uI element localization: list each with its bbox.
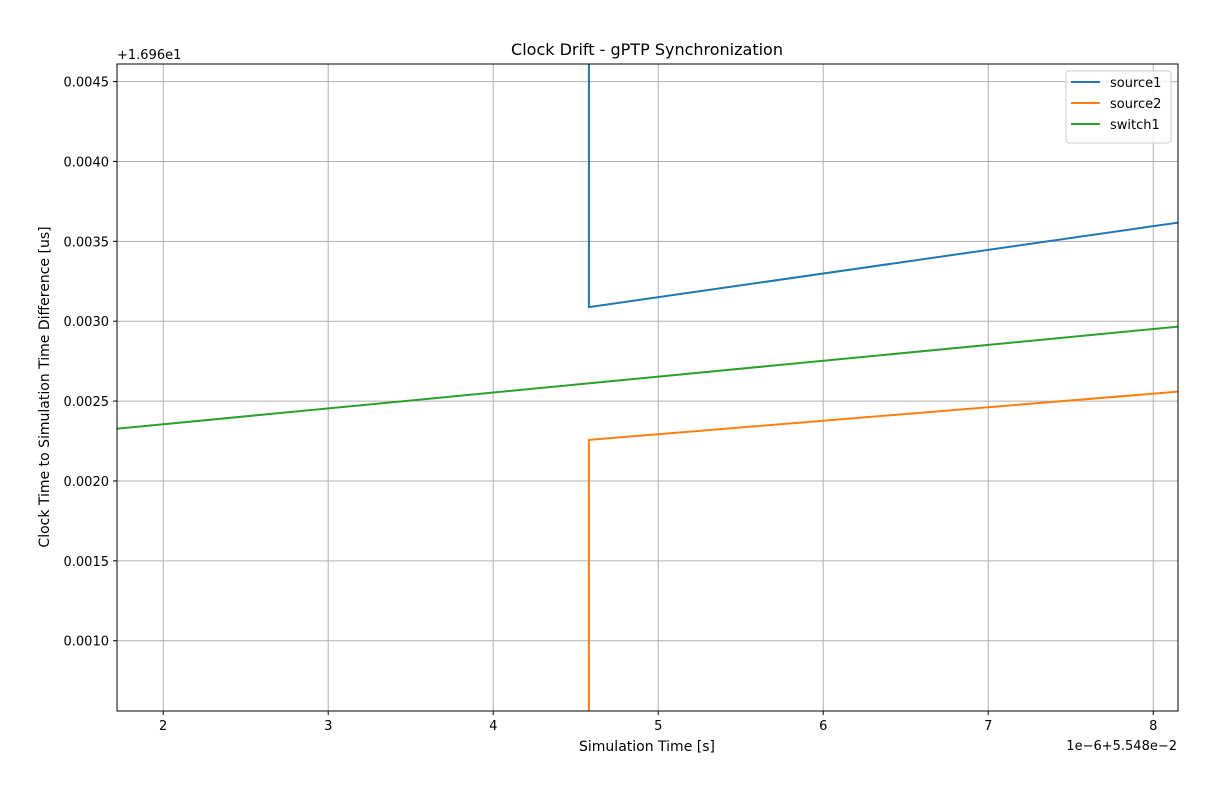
- legend: source1 source2 switch1: [1065, 70, 1172, 144]
- x-tick-label: 3: [324, 719, 332, 734]
- y-tick-label: 0.0010: [64, 635, 110, 650]
- y-tick-label: 0.0025: [64, 395, 110, 410]
- series-layer: [117, 64, 1178, 711]
- x-tick-label: 8: [1149, 719, 1157, 734]
- x-tick-label: 6: [819, 719, 827, 734]
- series-line-switch1: [117, 325, 1178, 430]
- legend-label-switch1: switch1: [1110, 118, 1160, 133]
- x-tick-label: 7: [984, 719, 992, 734]
- grid: [117, 64, 1178, 711]
- x-tick-label: 2: [159, 719, 167, 734]
- x-ticks: 2 3 4 5 6 7 8: [159, 711, 1157, 734]
- x-axis-label: Simulation Time [s]: [579, 739, 715, 755]
- series-line-source1: [587, 64, 1178, 309]
- chart-title: Clock Drift - gPTP Synchronization: [511, 40, 783, 59]
- y-tick-label: 0.0030: [64, 315, 110, 330]
- y-tick-label: 0.0015: [64, 555, 110, 570]
- series-line-source2: [587, 390, 1178, 711]
- y-tick-label: 0.0040: [64, 155, 110, 170]
- plot-frame: [116, 63, 1179, 712]
- y-offset-text: +1.696e1: [117, 48, 181, 63]
- y-tick-label: 0.0045: [64, 76, 110, 91]
- y-tick-label: 0.0035: [64, 235, 110, 250]
- legend-label-source1: source1: [1110, 76, 1161, 91]
- x-offset-text: 1e−6+5.548e−2: [1066, 739, 1177, 754]
- x-tick-label: 5: [654, 719, 662, 734]
- legend-label-source2: source2: [1110, 97, 1161, 112]
- y-axis-label: Clock Time to Simulation Time Difference…: [37, 226, 53, 547]
- y-tick-label: 0.0020: [64, 475, 110, 490]
- plot-area: [117, 64, 1178, 711]
- y-ticks: 0.0010 0.0015 0.0020 0.0025 0.0030 0.0035 0.00…: [64, 76, 117, 650]
- x-tick-label: 4: [489, 719, 497, 734]
